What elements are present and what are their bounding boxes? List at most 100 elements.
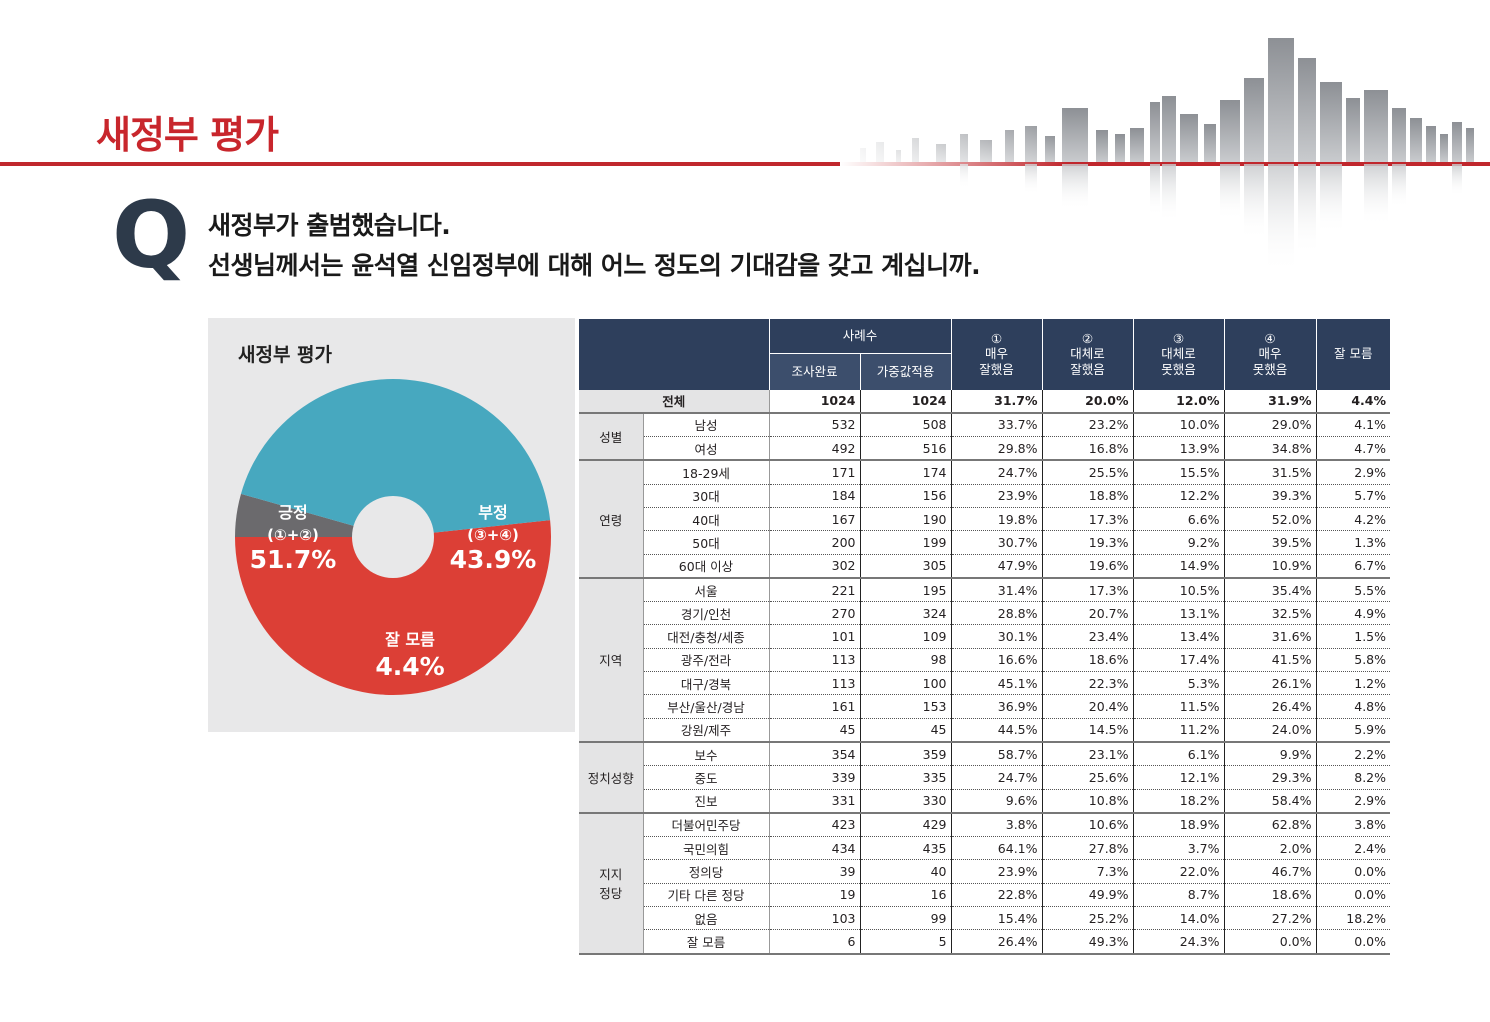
cell-good: 23.2% — [1042, 412, 1134, 438]
cell-very-bad: 2.0% — [1224, 836, 1317, 861]
question-text-line-2: 선생님께서는 윤석열 신임정부에 대해 어느 정도의 기대감을 갖고 계십니까. — [208, 251, 981, 280]
row-label: 40대 — [643, 507, 770, 532]
cell-bad: 14.0% — [1133, 906, 1225, 931]
cell-bad: 6.6% — [1133, 507, 1225, 532]
cell-unknown: 1.3% — [1316, 530, 1391, 555]
cell-unknown: 2.2% — [1316, 741, 1391, 767]
cell-weighted: 98 — [860, 648, 952, 673]
header-completed: 조사완료 — [769, 352, 861, 390]
cell-good: 49.9% — [1042, 883, 1134, 908]
cell-very-good: 44.5% — [951, 718, 1043, 743]
cell-very-bad: 32.5% — [1224, 601, 1317, 626]
cell-good: 14.5% — [1042, 718, 1134, 743]
table-row: 광주/전라 113 98 16.6% 18.6% 17.4% 41.5% 5.8% — [579, 648, 1391, 673]
table-row: 국민의힘 434 435 64.1% 27.8% 3.7% 2.0% 2.4% — [579, 836, 1391, 861]
cell-very-bad: 62.8% — [1224, 812, 1317, 838]
table-row: 지지 정당 더불어민주당 423 429 3.8% 10.6% 18.9% 62.8% 3.8% — [579, 812, 1391, 955]
cell-weighted: 305 — [860, 554, 952, 579]
cell-good: 19.6% — [1042, 554, 1134, 579]
row-label: 50대 — [643, 530, 770, 555]
table-row: 대전/충청/세종 101 109 30.1% 23.4% 13.4% 31.6% 1.5% — [579, 624, 1391, 649]
cell-bad: 3.7% — [1133, 836, 1225, 861]
table-row: 잘 모름 6 5 26.4% 49.3% 24.3% 0.0% 0.0% — [579, 929, 1391, 955]
slice-name-positive: 긍정 — [278, 503, 307, 522]
cell-weighted: 324 — [860, 601, 952, 626]
cell-weighted: 508 — [860, 412, 952, 438]
group-label: 지지 정당 — [579, 812, 644, 955]
cell-good: 17.3% — [1042, 577, 1134, 603]
table-row: 정치성향 보수 354 359 58.7% 23.1% 6.1% 9.9% 2.2% — [579, 741, 1391, 814]
cell-unknown: 5.8% — [1316, 648, 1391, 673]
cell-completed: 101 — [769, 624, 861, 649]
cell-completed: 161 — [769, 694, 861, 719]
donut-hole — [352, 496, 434, 578]
cell-completed: 113 — [769, 671, 861, 696]
cell-weighted: 335 — [860, 765, 952, 790]
cell-good: 10.8% — [1042, 789, 1134, 814]
cell-bad: 17.4% — [1133, 648, 1225, 673]
row-label: 강원/제주 — [643, 718, 770, 743]
table-body: 전체 1024 1024 31.7% 20.0% 12.0% 31.9% 4.4% 성별 남성 53… — [579, 389, 1391, 955]
cell-weighted: 199 — [860, 530, 952, 555]
group-label: 정치성향 — [579, 741, 644, 814]
group-label: 성별 — [579, 412, 644, 462]
cell-bad: 24.3% — [1133, 929, 1225, 955]
cell-good: 10.6% — [1042, 812, 1134, 838]
table-row: 정의당 39 40 23.9% 7.3% 22.0% 46.7% 0.0% — [579, 859, 1391, 884]
cell-bad: 6.1% — [1133, 741, 1225, 767]
header-sample-size: 사례수 — [769, 319, 952, 353]
cell-good: 18.8% — [1042, 484, 1134, 508]
table-row: 50대 200 199 30.7% 19.3% 9.2% 39.5% 1.3% — [579, 530, 1391, 555]
slice-name-negative: 부정 — [478, 503, 507, 522]
cell-weighted: 435 — [860, 836, 952, 861]
table-row: 40대 167 190 19.8% 17.3% 6.6% 52.0% 4.2% — [579, 507, 1391, 532]
cell-completed: 184 — [769, 484, 861, 508]
cell-weighted: 153 — [860, 694, 952, 719]
row-label: 보수 — [643, 741, 770, 767]
cell-good: 19.3% — [1042, 530, 1134, 555]
group-label: 연령 — [579, 460, 644, 579]
row-label: 중도 — [643, 765, 770, 790]
cell-weighted: 100 — [860, 671, 952, 696]
slice-value-unknown: 4.4% — [375, 652, 444, 681]
row-label: 없음 — [643, 906, 770, 931]
cell-very-bad: 26.1% — [1224, 671, 1317, 696]
cell-bad: 11.2% — [1133, 718, 1225, 743]
header-weighted: 가중값적용 — [860, 352, 952, 390]
header-blank — [579, 319, 770, 390]
row-label: 30대 — [643, 484, 770, 508]
cell-unknown: 5.7% — [1316, 484, 1391, 508]
cell-very-bad: 34.8% — [1224, 436, 1317, 462]
row-label: 정의당 — [643, 859, 770, 884]
row-label: 남성 — [643, 412, 770, 438]
cell-weighted: 109 — [860, 624, 952, 649]
header-col-bad: ③ 대체로 못했음 — [1133, 319, 1225, 390]
cell-very-good: 24.7% — [951, 765, 1043, 790]
row-label-total: 전체 — [579, 389, 770, 414]
cell-bad: 18.9% — [1133, 812, 1225, 838]
cell-unknown: 1.2% — [1316, 671, 1391, 696]
cell-very-good: 64.1% — [951, 836, 1043, 861]
cell-very-bad: 41.5% — [1224, 648, 1317, 673]
cell-completed: 19 — [769, 883, 861, 908]
slice-sub-positive: (①+②) — [267, 526, 319, 544]
row-label: 60대 이상 — [643, 554, 770, 579]
cell-completed: 302 — [769, 554, 861, 579]
cell-weighted: 174 — [860, 460, 952, 485]
cell-very-good: 28.8% — [951, 601, 1043, 626]
cell-bad: 22.0% — [1133, 859, 1225, 884]
cell-weighted: 5 — [860, 929, 952, 955]
cell-bad: 15.5% — [1133, 460, 1225, 485]
cell-very-good: 3.8% — [951, 812, 1043, 838]
cell-bad: 12.1% — [1133, 765, 1225, 790]
cell-weighted: 195 — [860, 577, 952, 603]
cell-good: 20.7% — [1042, 601, 1134, 626]
row-label: 국민의힘 — [643, 836, 770, 861]
header-col-good: ② 대체로 잘했음 — [1042, 319, 1134, 390]
chart-panel: 새정부 평가 긍정 (①+②) 51.7% 부정 (③+④) 43.9% 잘 모… — [208, 318, 575, 732]
title-divider — [0, 162, 1490, 166]
cell-good: 27.8% — [1042, 836, 1134, 861]
slice-name-unknown: 잘 모름 — [385, 630, 435, 649]
cell-weighted: 99 — [860, 906, 952, 931]
table-row: 기타 다른 정당 19 16 22.8% 49.9% 8.7% 18.6% 0.0% — [579, 883, 1391, 908]
